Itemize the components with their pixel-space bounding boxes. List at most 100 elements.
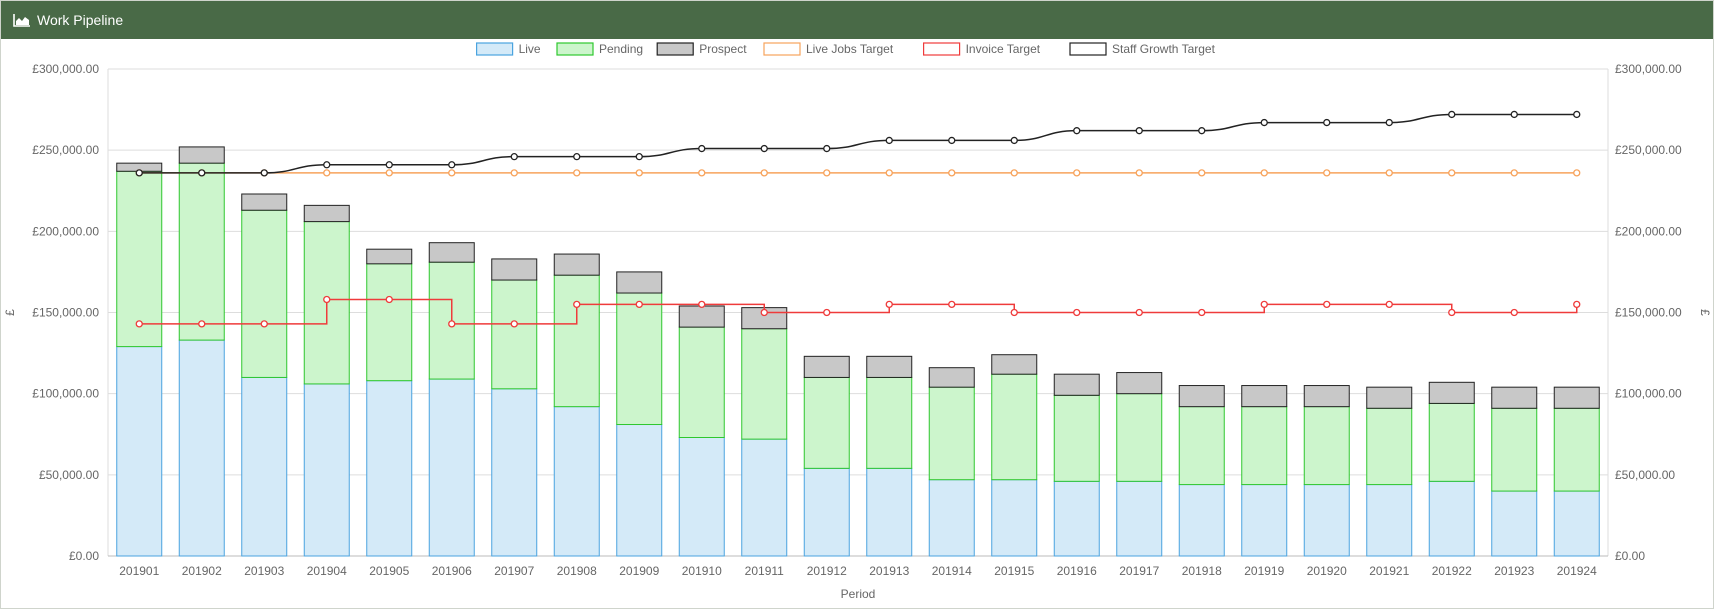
x-tick-label: 201917 xyxy=(1119,564,1159,578)
y2-tick-label: £100,000.00 xyxy=(1615,387,1682,401)
bar-live xyxy=(1428,480,1475,557)
point-invoice-target xyxy=(385,295,393,304)
y2-tick-label: £50,000.00 xyxy=(1615,468,1675,482)
point-invoice-target xyxy=(1573,300,1581,309)
point-live-jobs-target xyxy=(385,169,393,177)
bar-pending xyxy=(678,326,725,438)
bar-live xyxy=(866,467,913,557)
point-invoice-target xyxy=(448,320,456,328)
point-invoice-target xyxy=(260,320,268,328)
line-staff-growth-target xyxy=(139,113,1577,174)
point-live-jobs-target xyxy=(1073,169,1081,177)
y-tick-label: £150,000.00 xyxy=(32,306,99,320)
point-staff-growth-target xyxy=(198,169,206,177)
y-tick-label: £50,000.00 xyxy=(39,468,99,482)
point-staff-growth-target xyxy=(1135,127,1143,135)
legend-swatch-live-jobs-target xyxy=(763,42,801,56)
panel-title: Work Pipeline xyxy=(37,12,124,28)
x-tick-label: 201913 xyxy=(869,564,909,578)
point-invoice-target xyxy=(635,300,643,309)
legend-swatch-invoice-target xyxy=(922,42,961,56)
point-live-jobs-target xyxy=(1198,169,1206,177)
x-tick-label: 201901 xyxy=(119,564,159,578)
point-live-jobs-target xyxy=(698,169,706,177)
x-axis-title: Period xyxy=(841,587,876,601)
y2-axis-title: £ xyxy=(1698,309,1712,316)
bar-live xyxy=(491,388,538,557)
panel-header: Work Pipeline xyxy=(1,1,1713,39)
point-live-jobs-target xyxy=(323,169,331,177)
bar-live xyxy=(991,479,1038,557)
bar-pending xyxy=(866,376,913,469)
area-chart-icon xyxy=(13,13,31,27)
x-tick-label: 201908 xyxy=(557,564,597,578)
bar-live xyxy=(803,467,850,557)
y2-tick-label: £0.00 xyxy=(1615,549,1645,563)
work-pipeline-chart: £0.00 £0.00 £50,000.00 £50,000.00 £100,000.0… xyxy=(3,42,1712,601)
point-live-jobs-target xyxy=(1448,169,1456,177)
bar-live xyxy=(1553,490,1600,557)
bar-live xyxy=(553,406,600,557)
point-staff-growth-target xyxy=(135,169,143,177)
x-tick-label: 201924 xyxy=(1557,564,1597,578)
legend-label: Prospect xyxy=(699,42,747,56)
y-tick-label: £0.00 xyxy=(69,549,99,563)
point-live-jobs-target xyxy=(573,169,581,177)
bar-prospect xyxy=(428,242,475,263)
x-tick-label: 201910 xyxy=(682,564,722,578)
bar-prospect xyxy=(1553,386,1600,409)
point-staff-growth-target xyxy=(260,169,268,177)
x-tick-label: 201916 xyxy=(1057,564,1097,578)
bar-pending xyxy=(1303,406,1350,486)
point-invoice-target xyxy=(1448,308,1456,317)
y2-tick-label: £300,000.00 xyxy=(1615,62,1682,76)
point-staff-growth-target xyxy=(1573,110,1581,119)
point-live-jobs-target xyxy=(635,169,643,177)
point-invoice-target xyxy=(1010,308,1018,317)
point-staff-growth-target xyxy=(1510,110,1518,119)
bar-prospect xyxy=(1303,385,1350,408)
bar-pending xyxy=(928,386,975,481)
bar-pending xyxy=(1053,394,1100,482)
point-live-jobs-target xyxy=(510,169,518,177)
x-tick-label: 201921 xyxy=(1369,564,1409,578)
point-invoice-target xyxy=(198,320,206,328)
y-axis-title: £ xyxy=(3,309,17,316)
point-invoice-target xyxy=(823,308,831,317)
bar-pending xyxy=(1116,393,1163,482)
point-staff-growth-target xyxy=(1323,118,1331,127)
bar-prospect xyxy=(1428,381,1475,404)
bar-live xyxy=(1303,484,1350,557)
point-staff-growth-target xyxy=(1385,118,1393,127)
point-invoice-target xyxy=(1198,308,1206,317)
legend-swatch-staff-growth-target xyxy=(1069,42,1107,56)
y-tick-label: £200,000.00 xyxy=(32,224,99,238)
point-invoice-target xyxy=(135,320,143,328)
bar-prospect xyxy=(241,193,288,211)
point-live-jobs-target xyxy=(885,169,893,177)
point-staff-growth-target xyxy=(885,136,893,145)
point-invoice-target xyxy=(885,300,893,309)
bar-live xyxy=(303,383,350,557)
bar-prospect xyxy=(1366,386,1413,409)
legend-label: Live Jobs Target xyxy=(806,42,894,56)
bar-live xyxy=(1116,480,1163,557)
point-staff-growth-target xyxy=(510,153,518,161)
point-staff-growth-target xyxy=(1010,136,1018,145)
x-tick-label: 201907 xyxy=(494,564,534,578)
x-tick-label: 201904 xyxy=(307,564,347,578)
bar-live xyxy=(928,479,975,557)
bar-live xyxy=(678,436,725,557)
point-staff-growth-target xyxy=(823,144,831,153)
point-invoice-target xyxy=(1385,300,1393,309)
bar-prospect xyxy=(928,367,975,388)
x-tick-label: 201915 xyxy=(994,564,1034,578)
x-tick-label: 201918 xyxy=(1182,564,1222,578)
bar-live xyxy=(1491,490,1538,557)
y2-tick-label: £200,000.00 xyxy=(1615,224,1682,238)
point-live-jobs-target xyxy=(760,169,768,177)
bar-pending xyxy=(366,263,413,382)
y2-tick-label: £250,000.00 xyxy=(1615,143,1682,157)
point-invoice-target xyxy=(510,320,518,328)
bar-prospect xyxy=(678,305,725,328)
